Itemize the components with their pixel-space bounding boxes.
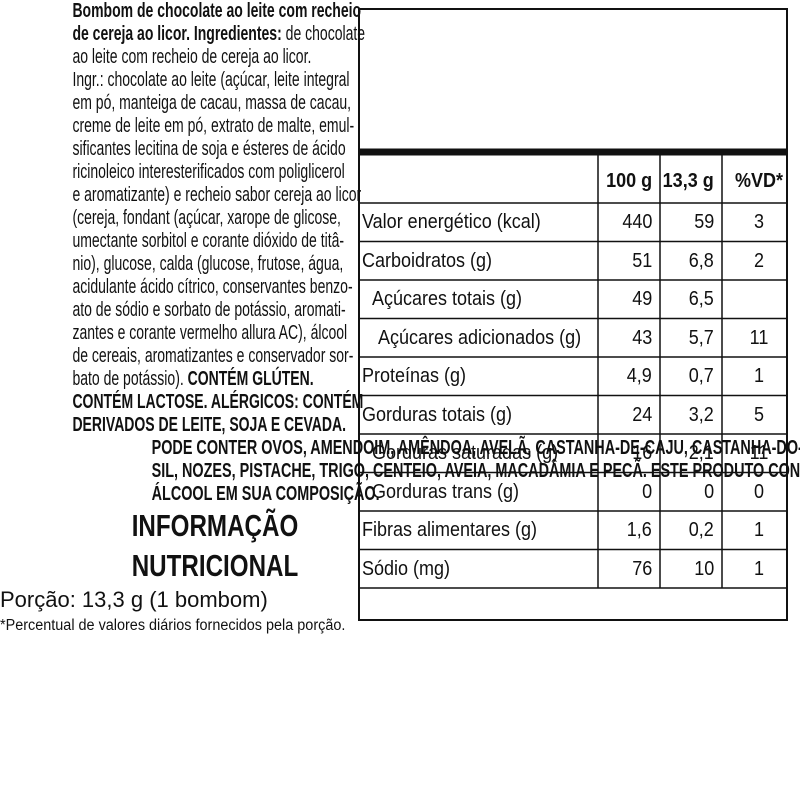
allergen-warning-line: SIL, NOZES, PISTACHE, TRIGO, CENTEIO, AV…	[152, 460, 800, 483]
nutrient-value: 5,7	[688, 326, 714, 349]
thick-rule	[358, 148, 788, 156]
ingredients-line: em pó, manteiga de cacau, massa de cacau…	[72, 92, 410, 115]
nutrient-value: 3,2	[688, 403, 714, 426]
ingredients-text: CONTÉM LACTOSE. ALÉRGICOS: CONTÉM	[72, 391, 364, 413]
nutrient-value: 51	[631, 249, 652, 272]
nutrient-label: Gorduras saturadas (g)	[372, 442, 559, 465]
ingredients-line: Bombom de chocolate ao leite com recheio	[72, 0, 410, 23]
nutrient-value: 59	[693, 211, 714, 234]
ingredients-text: bato de potássio).	[72, 368, 184, 390]
ingredients-text: acidulante ácido cítrico, conservantes b…	[72, 276, 353, 298]
nutrient-value: 43	[631, 326, 652, 349]
ingredients-line: umectante sorbitol e corante dióxido de …	[72, 230, 410, 253]
ingredients-text: CONTÉM GLÚTEN.	[187, 368, 314, 390]
ingredients-line: ao leite com recheio de cereja ao licor.	[72, 46, 410, 69]
nutrient-value: 24	[631, 403, 652, 426]
allergen-warning-line: ÁLCOOL EM SUA COMPOSIÇÃO.	[152, 483, 800, 506]
ingredients-text: ricinoleico interesterificados com polig…	[72, 161, 345, 183]
ingredients-line: sificantes lecitina de soja e ésteres de…	[72, 138, 410, 161]
ingredients-text: Bombom de chocolate ao leite com recheio	[72, 0, 362, 22]
ingredients-text: DERIVADOS DE LEITE, SOJA E CEVADA.	[72, 414, 347, 436]
nutrient-value: 10	[693, 557, 714, 580]
ingredients-line: DERIVADOS DE LEITE, SOJA E CEVADA.	[72, 414, 410, 437]
nutrient-value: 16	[631, 442, 652, 465]
ingredients-text: de chocolate	[285, 23, 366, 45]
nutrient-value: 0	[753, 480, 765, 503]
nutrient-value: 1	[753, 519, 765, 542]
ingredients-text: de cereja ao licor. Ingredientes:	[72, 23, 282, 45]
ingredients-text: ato de sódio e sorbato de potássio, arom…	[72, 299, 346, 321]
ingredients-line: nio), glucose, calda (glucose, frutose, …	[72, 253, 410, 276]
ingredients-text: nio), glucose, calda (glucose, frutose, …	[72, 253, 344, 275]
content: Bombom de chocolate ao leite com recheio…	[0, 0, 800, 634]
nutrient-label: Carboidratos (g)	[362, 249, 493, 272]
nutrient-value: 4,9	[626, 365, 652, 388]
allergen-warning-text: SIL, NOZES, PISTACHE, TRIGO, CENTEIO, AV…	[151, 460, 800, 482]
ingredients-text: e aromatizante) e recheio sabor cereja a…	[72, 184, 362, 206]
nutrient-label: Valor energético (kcal)	[362, 211, 541, 234]
nutrient-label: Gorduras totais (g)	[362, 403, 513, 426]
ingredients-text: ao leite com recheio de cereja ao licor.	[72, 46, 312, 68]
table-title: INFORMAÇÃO NUTRICIONAL	[131, 508, 299, 583]
ingredients-line: (cereja, fondant (açúcar, xarope de glic…	[72, 207, 410, 230]
nutrient-value: 0	[641, 480, 652, 503]
nutrient-value: 1	[753, 365, 765, 388]
ingredients-line: creme de leite em pó, extrato de malte, …	[72, 115, 410, 138]
nutrient-value: 2,1	[688, 442, 714, 465]
nutrient-label: Gorduras trans (g)	[372, 480, 520, 503]
allergen-warning-text: PODE CONTER OVOS, AMENDOIM, AMÊNDOA, AVE…	[151, 437, 800, 459]
nutrient-value: 1	[753, 557, 765, 580]
nutrient-value: 0,7	[688, 365, 714, 388]
allergen-warning-text: ÁLCOOL EM SUA COMPOSIÇÃO.	[151, 483, 380, 505]
column-header: %VD*	[734, 170, 784, 192]
ingredients-text: (cereja, fondant (açúcar, xarope de glic…	[72, 207, 341, 229]
ingredients-text: sificantes lecitina de soja e ésteres de…	[72, 138, 346, 160]
ingredients-text: zantes e corante vermelho allura AC), ál…	[72, 322, 348, 344]
ingredients-text: creme de leite em pó, extrato de malte, …	[72, 115, 355, 137]
nutrient-label: Açúcares totais (g)	[372, 288, 523, 311]
nutrient-label: Proteínas (g)	[362, 365, 467, 388]
nutrient-value: 2	[753, 249, 765, 272]
ingredients-line: e aromatizante) e recheio sabor cereja a…	[72, 184, 410, 207]
nutrient-label: Açúcares adicionados (g)	[378, 326, 582, 349]
nutrient-value: 0,2	[688, 519, 714, 542]
nutrient-value: 1,6	[626, 519, 652, 542]
nutrient-value: 6,8	[688, 249, 714, 272]
nutrient-value: 76	[631, 557, 652, 580]
footnote: *Percentual de valores diários fornecido…	[0, 617, 346, 634]
ingredients-line: CONTÉM LACTOSE. ALÉRGICOS: CONTÉM	[72, 391, 410, 414]
ingredients-line: zantes e corante vermelho allura AC), ál…	[72, 322, 410, 345]
nutrient-label: Fibras alimentares (g)	[362, 519, 538, 542]
ingredients-text: em pó, manteiga de cacau, massa de cacau…	[72, 92, 352, 114]
serving-size: Porção: 13,3 g (1 bombom)	[0, 587, 268, 612]
table-border	[358, 8, 788, 621]
ingredients-line: ato de sódio e sorbato de potássio, arom…	[72, 299, 410, 322]
nutrient-value: 11	[749, 442, 769, 465]
ingredients-line: de cereais, aromatizantes e conservador …	[72, 345, 410, 368]
ingredients-line: bato de potássio). CONTÉM GLÚTEN.	[72, 368, 410, 391]
ingredients-text: umectante sorbitol e corante dióxido de …	[72, 230, 345, 252]
allergen-warning-line: PODE CONTER OVOS, AMENDOIM, AMÊNDOA, AVE…	[152, 437, 800, 460]
nutrient-value: 5	[753, 403, 765, 426]
nutrient-value: 3	[753, 211, 765, 234]
column-header: 100 g	[605, 170, 652, 192]
ingredients-text: Ingr.: chocolate ao leite (açúcar, leite…	[72, 69, 350, 91]
ingredients-text: de cereais, aromatizantes e conservador …	[72, 345, 354, 367]
ingredients-line: de cereja ao licor. Ingredientes: de cho…	[72, 23, 410, 46]
nutrient-value: 11	[749, 326, 769, 349]
ingredients-line: Ingr.: chocolate ao leite (açúcar, leite…	[72, 69, 410, 92]
nutrient-value: 49	[631, 288, 652, 311]
ingredients-line: ricinoleico interesterificados com polig…	[72, 161, 410, 184]
column-header: 13,3 g	[662, 170, 714, 192]
nutrient-label: Sódio (mg)	[362, 557, 451, 580]
nutrient-value: 6,5	[688, 288, 714, 311]
nutrient-value: 0	[703, 480, 714, 503]
nutrient-value: 440	[621, 211, 652, 234]
ingredients-line: acidulante ácido cítrico, conservantes b…	[72, 276, 410, 299]
